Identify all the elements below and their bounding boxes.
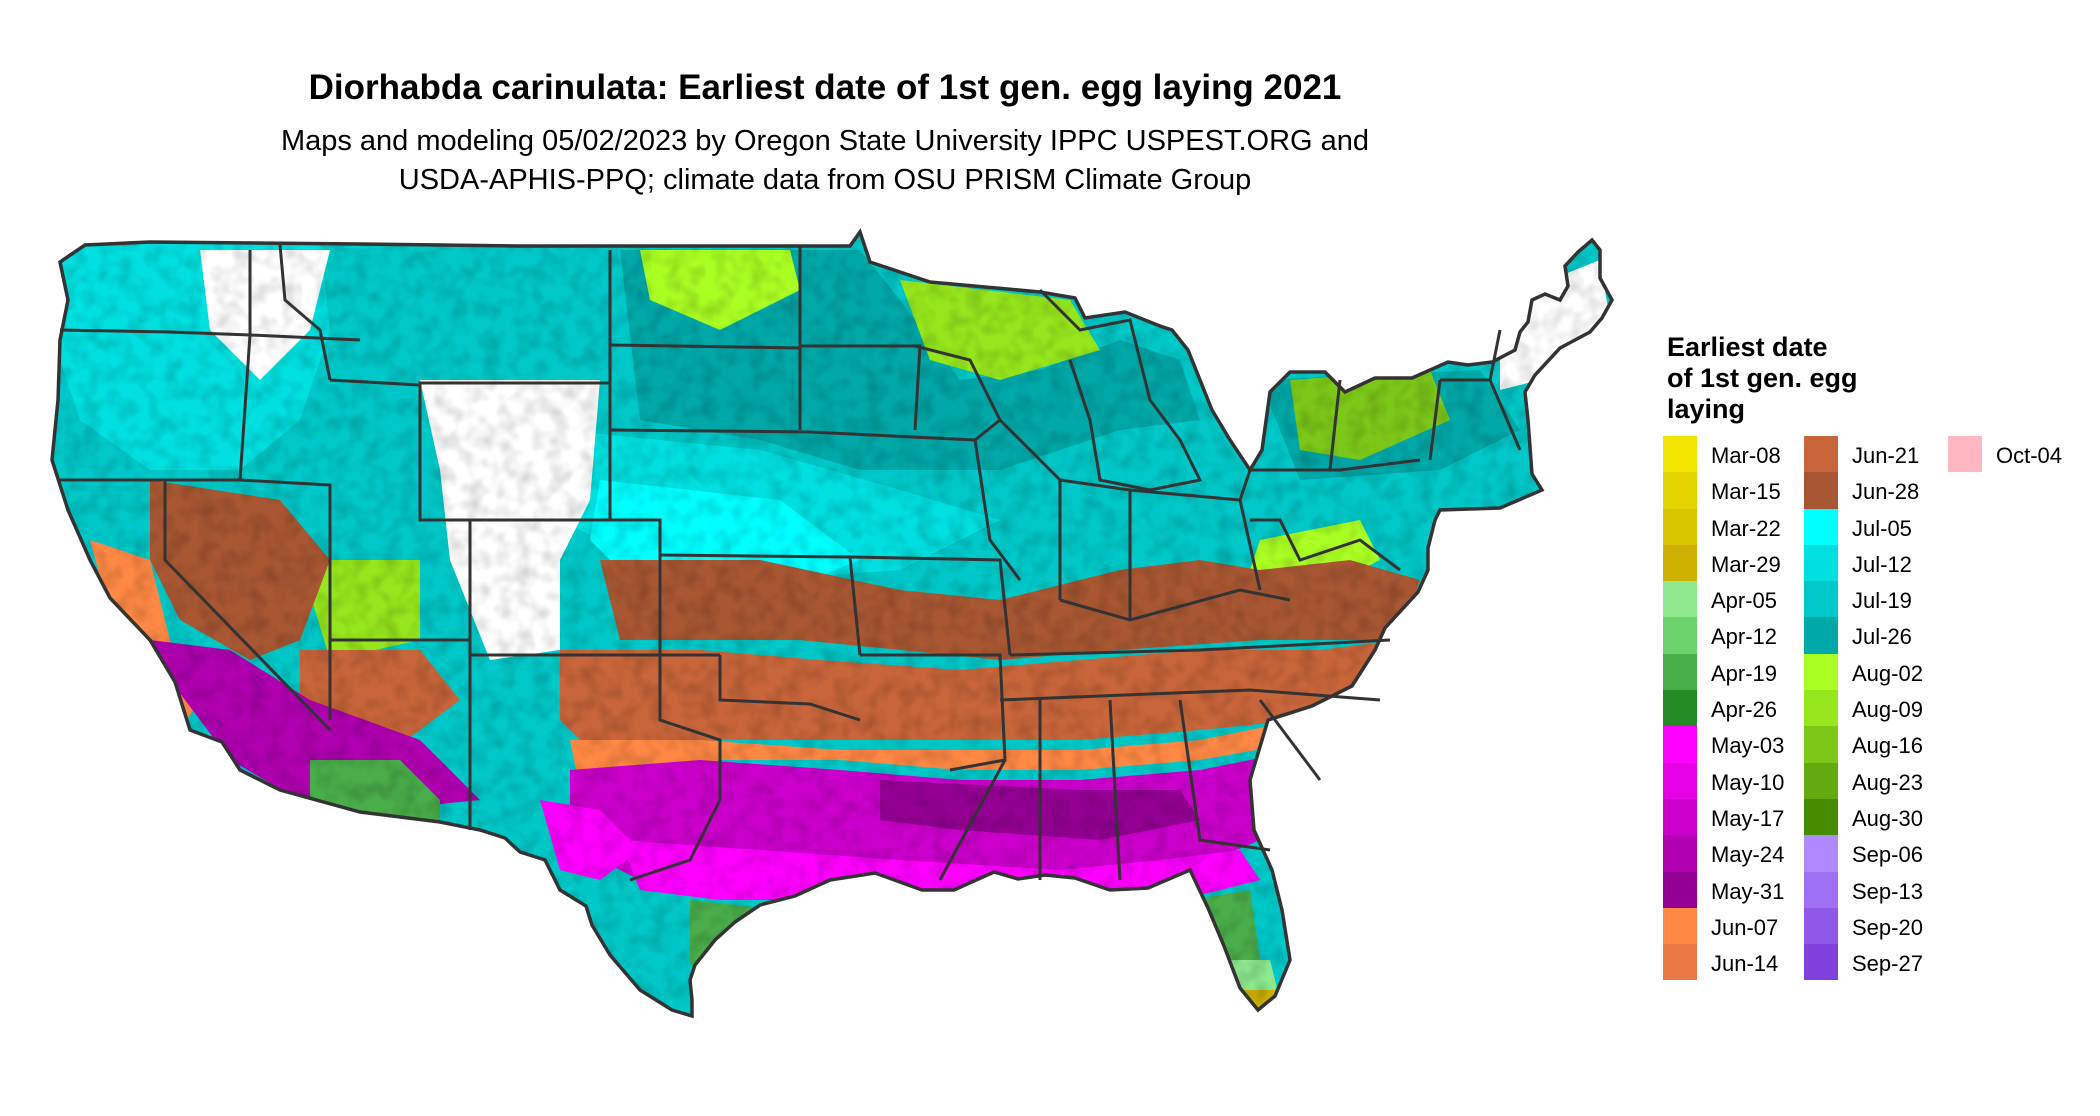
legend-swatch — [1804, 472, 1838, 509]
legend-label: Jul-05 — [1852, 515, 1912, 541]
legend-swatch — [1804, 762, 1838, 799]
legend-label: Mar-15 — [1711, 479, 1781, 505]
legend-label: Aug-23 — [1852, 769, 1923, 795]
legend-label: Jun-14 — [1711, 951, 1779, 977]
legend-label: Mar-08 — [1711, 443, 1781, 468]
legend-swatch — [1804, 944, 1838, 981]
legend-label: Jul-26 — [1852, 624, 1912, 650]
legend-label: May-17 — [1711, 805, 1785, 831]
legend-label: Sep-06 — [1852, 842, 1923, 868]
legend-swatch — [1804, 907, 1838, 945]
legend-swatch — [1663, 726, 1697, 763]
legend-swatch — [1804, 653, 1838, 691]
legend-swatch — [1804, 798, 1838, 836]
map-title: Diorhabda carinulata: Earliest date of 1… — [308, 68, 1342, 107]
legend-swatch — [1804, 436, 1838, 473]
legend-label: Mar-22 — [1711, 515, 1781, 541]
legend-title-line-2: of 1st gen. egg — [1667, 363, 1858, 393]
legend-swatch — [1663, 835, 1697, 872]
legend-label: Apr-12 — [1711, 624, 1778, 650]
legend-swatch — [1948, 436, 1982, 473]
legend-swatch — [1663, 762, 1697, 799]
legend-label: Jun-21 — [1852, 443, 1920, 468]
legend-swatch — [1663, 617, 1697, 654]
legend-label: Mar-29 — [1711, 551, 1781, 577]
legend-swatch — [1663, 581, 1697, 618]
legend-label: Jun-28 — [1852, 479, 1920, 505]
legend-swatch — [1804, 544, 1838, 582]
legend-label: May-10 — [1711, 769, 1785, 795]
legend-swatch — [1663, 436, 1697, 473]
us-map — [50, 230, 1614, 1018]
legend-title-line-1: Earliest date — [1667, 332, 1828, 362]
legend-label: Apr-05 — [1711, 588, 1778, 614]
legend-label: Aug-16 — [1852, 733, 1923, 759]
legend-label: Aug-30 — [1852, 805, 1923, 831]
map-subtitle-line-1: Maps and modeling 05/02/2023 by Oregon S… — [280, 125, 1370, 157]
legend-swatch — [1804, 835, 1838, 872]
map-subtitle-line-2: USDA-APHIS-PPQ; climate data from OSU PR… — [398, 164, 1252, 196]
legend-swatch — [1663, 544, 1697, 582]
legend-swatch — [1804, 871, 1838, 908]
legend-label: Oct-04 — [1996, 443, 2063, 468]
legend-label: Sep-13 — [1852, 878, 1923, 904]
legend-label: Jul-19 — [1852, 588, 1912, 614]
legend-label: Apr-26 — [1711, 697, 1778, 723]
legend-swatch — [1663, 944, 1697, 981]
legend-swatch — [1804, 726, 1838, 763]
legend-swatch — [1663, 690, 1697, 727]
legend-swatch — [1663, 472, 1697, 509]
legend-label: Jul-12 — [1852, 551, 1912, 577]
legend-label: Sep-20 — [1852, 914, 1923, 940]
legend-label: May-24 — [1711, 842, 1785, 868]
legend-label: May-03 — [1711, 733, 1785, 759]
legend-title: Earliest date of 1st gen. egg laying — [1667, 332, 1967, 425]
legend-label: Jun-07 — [1711, 914, 1779, 940]
map-area — [50, 230, 1614, 1018]
legend-swatch — [1663, 798, 1697, 836]
legend-label: May-31 — [1711, 878, 1785, 904]
state-boundaries — [59, 244, 1522, 882]
legend-swatch — [1804, 581, 1838, 618]
legend-swatch — [1663, 907, 1697, 945]
legend-swatch — [1663, 871, 1697, 908]
legend-swatch — [1663, 653, 1697, 691]
legend-swatch — [1804, 508, 1838, 545]
legend-label: Sep-27 — [1852, 951, 1923, 977]
legend-label: Aug-02 — [1852, 660, 1923, 686]
legend-label: Apr-19 — [1711, 660, 1778, 686]
legend-swatch — [1663, 508, 1697, 545]
legend-label: Aug-09 — [1852, 697, 1923, 723]
legend-swatch — [1804, 690, 1838, 727]
legend-swatch — [1804, 617, 1838, 654]
legend-title-line-3: laying — [1667, 394, 1746, 424]
